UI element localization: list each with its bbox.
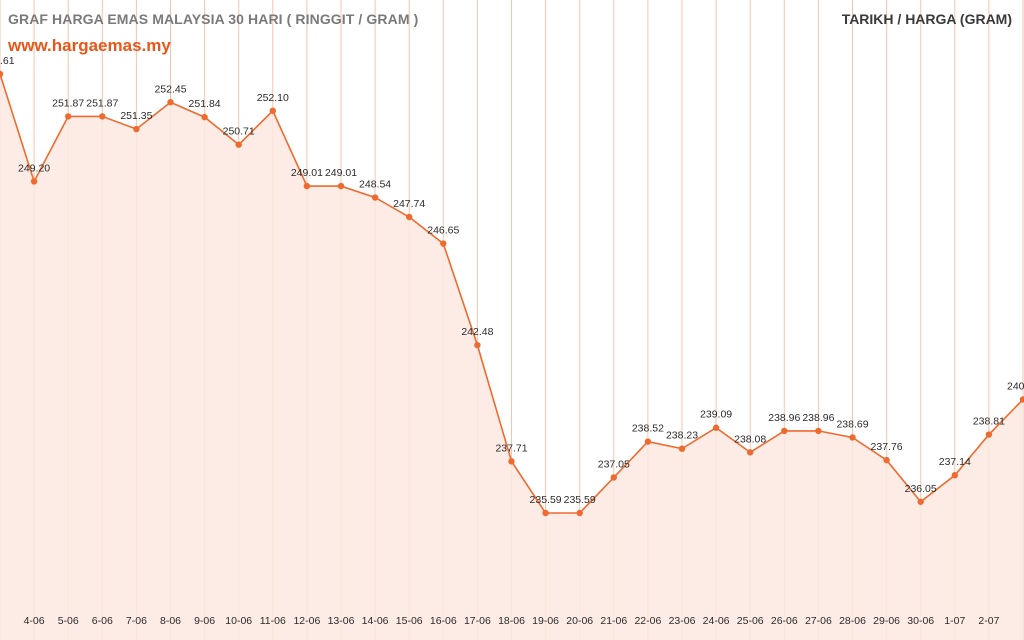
data-label: 252.45 xyxy=(154,83,186,95)
data-label: .61 xyxy=(0,55,15,67)
data-point xyxy=(0,70,4,78)
data-label: 238.69 xyxy=(836,418,868,430)
data-point xyxy=(815,427,822,435)
x-tick-label: 2-07 xyxy=(978,615,999,627)
x-tick-label: 4-06 xyxy=(24,615,45,627)
x-tick-label: 26-06 xyxy=(771,615,798,627)
x-tick-label: 20-06 xyxy=(566,615,593,627)
data-label: 248.54 xyxy=(359,179,391,191)
x-tick-label: 12-06 xyxy=(293,615,320,627)
chart-title: GRAF HARGA EMAS MALAYSIA 30 HARI ( RINGG… xyxy=(8,11,419,27)
x-tick-label: 15-06 xyxy=(396,615,423,627)
data-label: 249.01 xyxy=(325,167,357,179)
x-tick-label: 28-06 xyxy=(839,615,866,627)
data-point xyxy=(610,474,617,481)
data-label: 251.87 xyxy=(86,97,118,109)
data-point xyxy=(849,434,856,441)
x-tick-label: 22-06 xyxy=(634,615,661,627)
x-tick-label: 14-06 xyxy=(362,615,389,627)
data-point xyxy=(133,125,140,133)
x-tick-label: 25-06 xyxy=(737,615,764,627)
data-label: 238.08 xyxy=(734,433,766,445)
data-point xyxy=(269,107,276,114)
data-point xyxy=(781,427,788,435)
data-label: 238.96 xyxy=(768,412,800,424)
x-tick-label: 16-06 xyxy=(430,615,457,627)
data-label: 251.84 xyxy=(189,98,221,110)
data-label: 235.59 xyxy=(530,494,562,506)
data-label: 235.59 xyxy=(564,494,596,506)
x-tick-label: 30-06 xyxy=(907,615,934,627)
data-label: 251.87 xyxy=(52,97,84,109)
data-point xyxy=(644,438,652,445)
x-tick-label: 23-06 xyxy=(669,615,696,627)
site-link[interactable]: www.hargaemas.my xyxy=(8,36,171,55)
data-label: 247.74 xyxy=(393,198,425,210)
data-label: 236.05 xyxy=(905,483,937,495)
data-point xyxy=(337,182,345,190)
data-point xyxy=(167,99,174,106)
x-tick-label: 7-06 xyxy=(126,615,147,627)
x-tick-label: 6-06 xyxy=(92,615,113,627)
data-point xyxy=(747,449,754,456)
data-point xyxy=(65,113,72,120)
data-point xyxy=(985,431,993,438)
x-tick-label: 13-06 xyxy=(328,615,355,627)
data-point xyxy=(542,509,549,517)
x-tick-label: 9-06 xyxy=(194,615,215,627)
x-tick-label: 8-06 xyxy=(160,615,181,627)
data-point xyxy=(951,472,958,479)
x-tick-label: 27-06 xyxy=(805,615,832,627)
x-tick-label: 18-06 xyxy=(498,615,525,627)
data-point xyxy=(371,194,379,201)
data-label: 251.35 xyxy=(120,110,152,122)
x-tick-label: 11-06 xyxy=(260,615,286,627)
data-point xyxy=(917,498,924,505)
data-label: 237.71 xyxy=(495,442,527,454)
data-point xyxy=(508,458,515,465)
price-area-fill xyxy=(0,74,1023,640)
data-label: 249.20 xyxy=(18,162,50,174)
data-label: 246.65 xyxy=(427,225,459,237)
x-tick-label: 19-06 xyxy=(532,615,559,627)
x-tick-label: 5-06 xyxy=(58,615,79,627)
data-point xyxy=(1019,396,1024,403)
data-point xyxy=(235,141,242,148)
data-label: 237.76 xyxy=(871,441,903,453)
data-label: 238.81 xyxy=(973,416,1005,428)
data-point xyxy=(406,213,413,221)
x-tick-label: 17-06 xyxy=(464,615,491,627)
data-point xyxy=(99,113,106,120)
x-tick-label: 21-06 xyxy=(600,615,627,627)
data-point xyxy=(303,182,311,190)
data-label: 240 xyxy=(1007,380,1024,392)
x-tick-label: 24-06 xyxy=(703,615,730,627)
data-point xyxy=(576,509,583,517)
data-label: 239.09 xyxy=(700,409,732,421)
x-tick-label: 1-07 xyxy=(944,615,965,627)
data-label: 238.96 xyxy=(802,412,834,424)
data-label: 238.52 xyxy=(632,423,664,435)
data-label: 252.10 xyxy=(257,92,289,104)
data-point xyxy=(30,178,38,185)
data-label: 237.14 xyxy=(939,456,971,468)
data-point xyxy=(440,240,447,247)
data-label: 250.71 xyxy=(223,126,255,138)
data-label: 249.01 xyxy=(291,167,323,179)
x-tick-label: 10-06 xyxy=(225,615,252,627)
data-point xyxy=(712,424,720,431)
data-label: 242.48 xyxy=(461,326,493,338)
data-label: 238.23 xyxy=(666,430,698,442)
data-point xyxy=(678,445,686,452)
chart-legend: TARIKH / HARGA (GRAM) xyxy=(841,11,1012,27)
data-point xyxy=(474,341,481,349)
data-point xyxy=(883,456,890,464)
x-tick-label: 29-06 xyxy=(873,615,900,627)
data-point xyxy=(201,113,208,121)
data-label: 237.05 xyxy=(598,458,630,470)
